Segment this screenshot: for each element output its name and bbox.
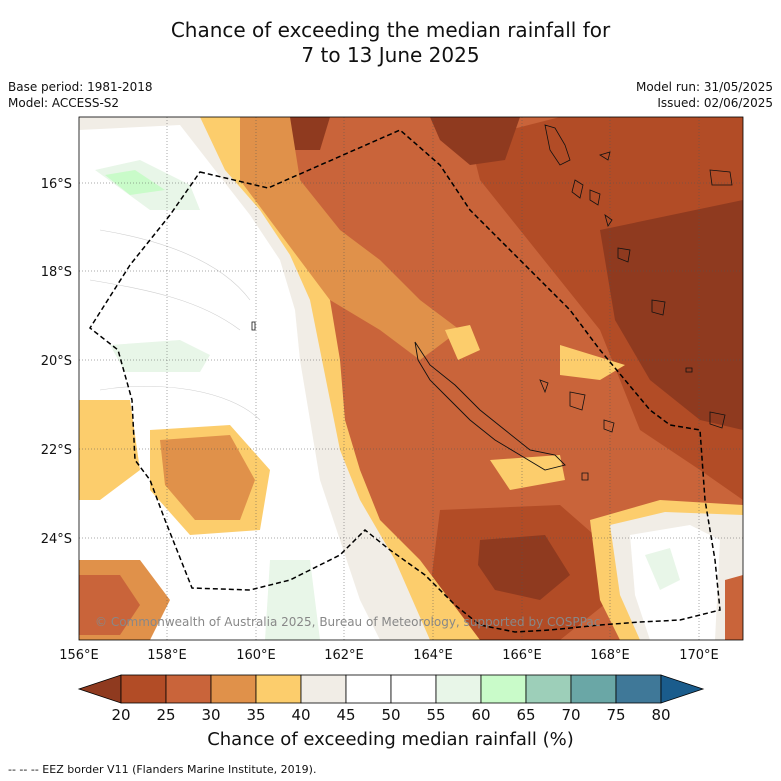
field-20-25-north	[430, 117, 520, 165]
colorbar-ticks: 20 25 30 35 40 45 50 55 60 65 70 75 80	[111, 706, 670, 724]
field-35-40-sw-a	[79, 400, 140, 500]
lon-label-170e: 170°E	[679, 648, 719, 663]
colorbar-tick-label: 30	[201, 706, 220, 724]
base-period: Base period: 1981-2018	[8, 80, 153, 94]
colorbar-segment	[255, 674, 302, 704]
colorbar-extend-high	[660, 674, 705, 704]
colorbar-tick-label: 55	[426, 706, 445, 724]
colorbar-segment	[570, 674, 617, 704]
gridlines	[79, 117, 743, 640]
field-60-65-nw	[105, 170, 165, 195]
model-name: Model: ACCESS-S2	[8, 96, 120, 110]
colorbar-tick-label: 35	[246, 706, 265, 724]
lat-label-16s: 16°S	[41, 177, 72, 192]
colorbar-segment	[300, 674, 347, 704]
field-45-55-west	[79, 125, 380, 640]
lat-axis: 16°S 18°S 20°S 22°S 24°S	[41, 177, 72, 547]
eez-border	[89, 129, 721, 633]
lat-label-24s: 24°S	[41, 532, 72, 547]
field-20-25-east	[600, 200, 743, 430]
field-55-60-west	[110, 340, 210, 372]
field-20-25-south	[478, 535, 570, 600]
lat-label-20s: 20°S	[41, 354, 72, 369]
colorbar-tick-label: 75	[606, 706, 625, 724]
colorbar-segment	[120, 674, 167, 704]
field-55-60-south	[265, 560, 320, 640]
lat-label-22s: 22°S	[41, 443, 72, 458]
rainfall-field: © Commonwealth of Australia 2025, Bureau…	[79, 117, 743, 640]
field-25-30-east	[470, 117, 743, 500]
colorbar-extend-low	[77, 674, 122, 704]
colorbar-segment	[210, 674, 257, 704]
issued-date: Issued: 02/06/2025	[657, 96, 773, 110]
new-caledonia-outline	[414, 341, 566, 471]
colorbar-tick-label: 45	[336, 706, 355, 724]
colorbar-segment	[615, 674, 662, 704]
eez-footnote: -- -- -- EEZ border V11 (Flanders Marine…	[8, 763, 317, 776]
colorbar-tick-label: 20	[111, 706, 130, 724]
title-line-1: Chance of exceeding the median rainfall …	[170, 18, 611, 42]
colorbar-tick-label: 60	[471, 706, 490, 724]
colorbar	[77, 674, 705, 704]
field-30-35-band	[240, 117, 460, 360]
lon-label-166e: 166°E	[502, 648, 542, 663]
lon-axis: 156°E 158°E 160°E 162°E 164°E 166°E 168°…	[59, 648, 719, 663]
lat-label-18s: 18°S	[41, 265, 72, 280]
field-35-40-patch-a	[560, 345, 625, 380]
field-25-30-se-edge	[725, 575, 743, 640]
meta-left: Base period: 1981-2018 Model: ACCESS-S2	[8, 79, 153, 111]
colorbar-tick-label: 70	[561, 706, 580, 724]
colorbar-tick-label: 25	[156, 706, 175, 724]
colorbar-tick-label: 40	[291, 706, 310, 724]
colorbar-segment	[165, 674, 212, 704]
lon-label-160e: 160°E	[236, 648, 276, 663]
meta-right: Model run: 31/05/2025 Issued: 02/06/2025	[636, 79, 773, 111]
lon-label-164e: 164°E	[413, 648, 453, 663]
colorbar-label: Chance of exceeding median rainfall (%)	[207, 729, 574, 750]
lon-label-158e: 158°E	[147, 648, 187, 663]
map-title: Chance of exceeding the median rainfall …	[0, 18, 781, 68]
colorbar-segment	[480, 674, 527, 704]
field-55-60-se	[645, 548, 680, 590]
lon-label-162e: 162°E	[324, 648, 364, 663]
field-30-35-sw	[160, 435, 255, 520]
title-line-2: 7 to 13 June 2025	[301, 43, 480, 67]
model-run: Model run: 31/05/2025	[635, 80, 773, 94]
colorbar-segment	[435, 674, 482, 704]
colorbar-tick-label: 65	[516, 706, 535, 724]
colorbar-segment	[345, 674, 392, 704]
field-35-40-patch-c	[490, 455, 565, 490]
colorbar-segment	[525, 674, 572, 704]
colorbar-tick-label: 50	[381, 706, 400, 724]
field-35-40-patch-b	[445, 325, 480, 360]
lon-label-168e: 168°E	[590, 648, 630, 663]
field-25-30-sw-corner	[79, 575, 140, 635]
colorbar-segment	[390, 674, 437, 704]
copyright-notice: © Commonwealth of Australia 2025, Bureau…	[95, 615, 600, 629]
map-frame	[78, 116, 744, 641]
vanuatu-islands-outline	[251, 124, 733, 481]
colorbar-tick-label: 80	[651, 706, 670, 724]
contour-lines	[89, 229, 261, 421]
lon-label-156e: 156°E	[59, 648, 99, 663]
